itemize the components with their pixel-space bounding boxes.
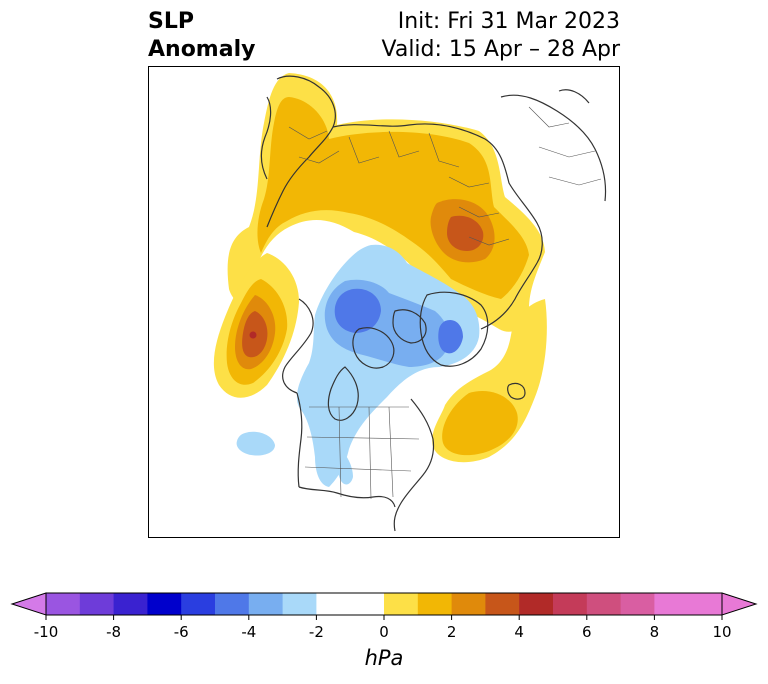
colorbar-tick-label: 6 — [582, 623, 592, 641]
colorbar-segment — [282, 593, 317, 615]
coastline-asia-east — [500, 94, 607, 202]
colorbar-segments — [10, 592, 758, 616]
colorbar-tick-label: -10 — [34, 623, 59, 641]
colorbar-tick-label: -6 — [174, 623, 189, 641]
colorbar-ticks: -10 -8 -6 -4 -2 0 2 4 6 8 10 — [34, 615, 732, 641]
coastline-gulf — [298, 486, 396, 508]
colorbar-extend-low — [10, 592, 47, 616]
anomaly-region-pacific-pos5 — [249, 331, 257, 339]
map-canvas — [213, 73, 607, 532]
coastline-na-east — [393, 398, 435, 532]
colorbar-segment — [384, 593, 419, 615]
init-date: Init: Fri 31 Mar 2023 — [397, 9, 620, 34]
border-europe-russia — [288, 126, 460, 168]
colorbar: -10 -8 -6 -4 -2 0 2 4 6 8 10 — [10, 592, 758, 641]
coastline-hudson-bay — [327, 366, 359, 421]
colorbar-tick-label: 0 — [379, 623, 389, 641]
colorbar-segment — [46, 593, 81, 615]
title-variable: SLP — [148, 9, 194, 34]
colorbar-segment — [519, 593, 554, 615]
anomaly-region-greenland-neg3 — [438, 319, 463, 354]
coastline-na-west — [296, 392, 303, 488]
coastline-iceland — [507, 382, 526, 400]
anomaly-region-atlantic-pos2 — [442, 391, 518, 456]
valid-range: Valid: 15 Apr – 28 Apr — [381, 37, 621, 62]
border-siberia — [448, 176, 510, 246]
colorbar-segment — [316, 593, 351, 615]
coastline-norway — [260, 96, 272, 180]
border-asia — [528, 106, 602, 186]
colorbar-segment — [688, 593, 723, 615]
colorbar-segment — [451, 593, 486, 615]
colorbar-tick-label: 4 — [514, 623, 524, 641]
colorbar-segment — [113, 593, 148, 615]
colorbar-tick-label: -8 — [106, 623, 121, 641]
colorbar-tick-label: 2 — [447, 623, 457, 641]
coastline-russia-arctic — [332, 123, 543, 264]
colorbar-segment — [553, 593, 588, 615]
anomaly-map — [148, 66, 620, 538]
forecast-dates: Init: Fri 31 Mar 2023 Valid: 15 Apr – 28… — [382, 8, 621, 64]
coastline-east-siberia — [480, 262, 538, 330]
colorbar-segment — [485, 593, 520, 615]
coastline-ellesmere — [392, 309, 427, 344]
title-variable-qualifier: Anomaly — [148, 37, 256, 62]
border-na-states — [304, 406, 420, 500]
coastline-alaska — [282, 298, 314, 394]
coastline-greenland — [419, 291, 489, 367]
coastlines — [260, 75, 607, 532]
colorbar-extend-high — [721, 592, 758, 616]
colorbar-units: hPa — [364, 646, 404, 670]
colorbar-segment — [350, 593, 385, 615]
colorbar-tick-label: 8 — [650, 623, 660, 641]
coastline-japan — [558, 89, 590, 104]
colorbar-tick-label: 10 — [712, 623, 731, 641]
coastline-europe — [266, 75, 336, 228]
colorbar-segment — [147, 593, 182, 615]
anomaly-region-arctic-neg3 — [334, 288, 381, 333]
negative-anomaly-fills — [236, 244, 480, 487]
colorbar-tick-label: -4 — [241, 623, 256, 641]
colorbar-segment — [181, 593, 216, 615]
anomaly-region-pacific-small-neg1 — [236, 431, 275, 456]
colorbar-segment — [586, 593, 622, 615]
anomaly-region-siberia-pos4 — [447, 215, 484, 251]
colorbar-segment — [654, 593, 689, 615]
colorbar-segment — [248, 593, 284, 615]
coastline-arctic-archipelago — [352, 327, 395, 369]
colorbar-segment — [79, 593, 115, 615]
map-title: SLP Anomaly — [148, 8, 255, 64]
country-borders — [288, 106, 602, 500]
colorbar-segment — [620, 593, 655, 615]
colorbar-segment — [215, 593, 250, 615]
colorbar-tick-label: -2 — [309, 623, 324, 641]
colorbar-segment — [417, 593, 453, 615]
